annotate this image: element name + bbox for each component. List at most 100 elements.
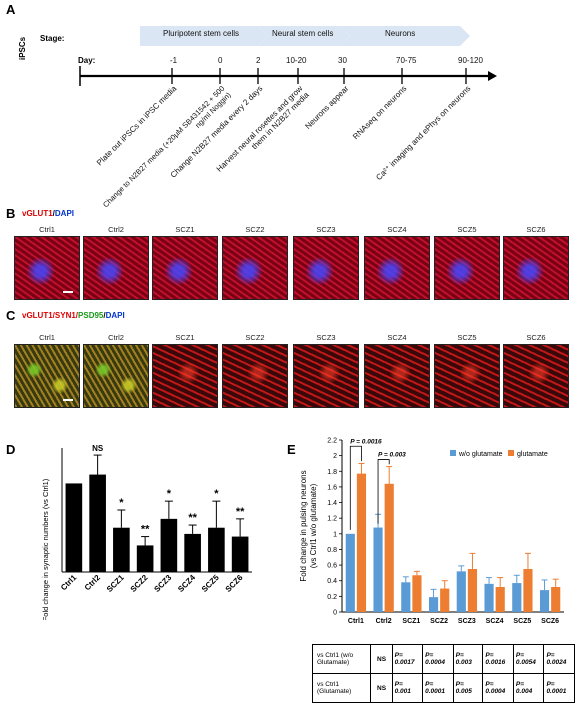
bar-ctrl2 (89, 474, 106, 572)
day-value: 70-75 (396, 56, 417, 65)
micrograph-scz3: SCZ3 (293, 333, 359, 408)
y-axis-label: Fold change in pulsing neurons(vs Ctrl1 … (299, 470, 318, 581)
day-value: 90-120 (458, 56, 483, 65)
micrograph-scz3: SCZ3 (293, 225, 359, 300)
x-tick-label: SCZ1 (402, 618, 420, 625)
p-table-cell: P= 0.0001 (543, 673, 575, 703)
panel-b-letter: B (6, 206, 16, 221)
x-tick-label: SCZ4 (486, 618, 504, 625)
p-table-cell: P= 0.0004 (422, 644, 454, 674)
stain-psd95: PSD95 (78, 311, 104, 320)
bar-scz1-glutamate (412, 575, 422, 612)
stage-label: Stage: (40, 34, 65, 43)
micrograph-label: SCZ6 (526, 333, 546, 342)
micrograph-label: SCZ1 (175, 225, 195, 234)
bar-ctrl1 (65, 483, 83, 572)
panel-d-letter: D (6, 442, 16, 457)
significance-label: ** (188, 512, 197, 524)
micrograph-image (504, 345, 568, 407)
micrograph-image (294, 237, 358, 299)
micrograph-scz6: SCZ6 (503, 333, 569, 408)
micrograph-label: Ctrl1 (39, 225, 55, 234)
micrograph-label: SCZ5 (457, 333, 477, 342)
panel-b-stain: vGLUT1/DAPI (22, 209, 74, 218)
y-tick-label: 1.6 (327, 484, 337, 491)
stain-vglut1: vGLUT1 (22, 209, 53, 218)
x-tick-label: SCZ3 (152, 573, 173, 594)
micrograph-image (435, 345, 499, 407)
micrograph-label: Ctrl2 (108, 333, 124, 342)
stain-vglut1-syn1: vGLUT1/SYN1/ (22, 311, 79, 320)
bar-ctrl1-without-glutamate (345, 533, 355, 612)
bracket-p-value: P = 0.0016 (350, 438, 382, 445)
stage-pluripotent: Pluripotent stem cells (163, 29, 240, 38)
bar-scz3 (160, 518, 178, 572)
day-value: 30 (338, 56, 347, 65)
p-table-row-label: vs Ctrl1 (Glutamate) (311, 673, 372, 703)
micrograph-label: Ctrl1 (39, 333, 55, 342)
bar-scz6 (231, 536, 249, 572)
stage-arrow-pluripotent (140, 26, 268, 46)
micrograph-image (84, 237, 148, 299)
p-table-row: vs Ctrl1 (Glutamate) NS P= 0.001 P= 0.0001 P= 0… (311, 673, 575, 703)
stage-neurons: Neurons (385, 29, 416, 38)
y-tick-label: 2 (333, 453, 337, 460)
panel-c-stain: vGLUT1/SYN1/PSD95/DAPI (22, 311, 125, 320)
significance-label: * (167, 488, 172, 500)
x-tick-label: Ctrl1 (348, 618, 364, 625)
legend-label: w/o glutamate (458, 451, 503, 458)
micrograph-image (223, 345, 287, 407)
micrograph-scz4: SCZ4 (364, 225, 430, 300)
significance-bracket (349, 445, 362, 530)
micrograph-label: SCZ2 (245, 225, 265, 234)
panel-c-letter: C (6, 308, 16, 323)
scale-bar (63, 399, 73, 401)
micrograph-label: SCZ2 (245, 333, 265, 342)
significance-label: ** (141, 524, 150, 536)
legend-swatch (450, 450, 456, 456)
chart-e: 0 0.2 0.4 0.6 0.8 1 1.2 1.4 1.6 1.8 2 2.2 Ctrl1 Ctrl2… (299, 438, 564, 625)
micrograph-scz1: SCZ1 (152, 225, 218, 300)
day-value: 0 (218, 56, 223, 65)
y-tick-label: 0.4 (327, 578, 337, 585)
bar-scz5-without-glutamate (512, 583, 522, 612)
day-label: Day: (78, 56, 96, 65)
x-tick-label: SCZ3 (458, 618, 476, 625)
micrograph-scz2: SCZ2 (222, 333, 288, 408)
p-value-table: vs Ctrl1 (w/o Glutamate) NS P= 0.0017 P= 0.00… (311, 644, 575, 703)
bar-ctrl2-glutamate (384, 483, 394, 612)
p-table-cell: P= 0.005 (452, 673, 484, 703)
y-tick-label: 0.8 (327, 547, 337, 554)
x-tick-label: Ctrl2 (376, 618, 392, 625)
bar-scz2-glutamate (440, 588, 450, 612)
p-table-cell: NS (370, 673, 393, 703)
p-table-cell: P= 0.0001 (422, 673, 454, 703)
micrograph-scz5: SCZ5 (434, 225, 500, 300)
micrograph-image (435, 237, 499, 299)
micrograph-image (84, 345, 148, 407)
x-tick-label: SCZ4 (176, 573, 197, 594)
micrograph-label: SCZ3 (316, 225, 336, 234)
micrograph-image (15, 345, 79, 407)
bar-scz1 (113, 527, 130, 572)
bar-scz3-glutamate (467, 569, 478, 612)
x-tick-label: SCZ2 (129, 573, 150, 594)
bar-ctrl1-glutamate (356, 473, 367, 612)
micrograph-scz4: SCZ4 (364, 333, 430, 408)
micrograph-image (223, 237, 287, 299)
micrograph-image (15, 237, 79, 299)
micrograph-label: SCZ4 (387, 225, 407, 234)
micrograph-ctrl1: Ctrl1 (14, 333, 80, 408)
panel-a-letter: A (6, 2, 16, 17)
micrograph-image (365, 345, 429, 407)
micrograph-label: SCZ6 (526, 225, 546, 234)
micrograph-label: SCZ3 (316, 333, 336, 342)
bar-scz4-glutamate (495, 586, 505, 612)
bar-scz6-without-glutamate (539, 590, 550, 612)
p-table-cell: P= 0.0024 (543, 644, 575, 674)
micrograph-label: SCZ4 (387, 333, 407, 342)
y-tick-label: 0 (333, 610, 337, 617)
y-tick-label: 0.6 (327, 563, 337, 570)
p-table-cell: NS (370, 644, 393, 674)
timeline-svg (79, 26, 497, 86)
